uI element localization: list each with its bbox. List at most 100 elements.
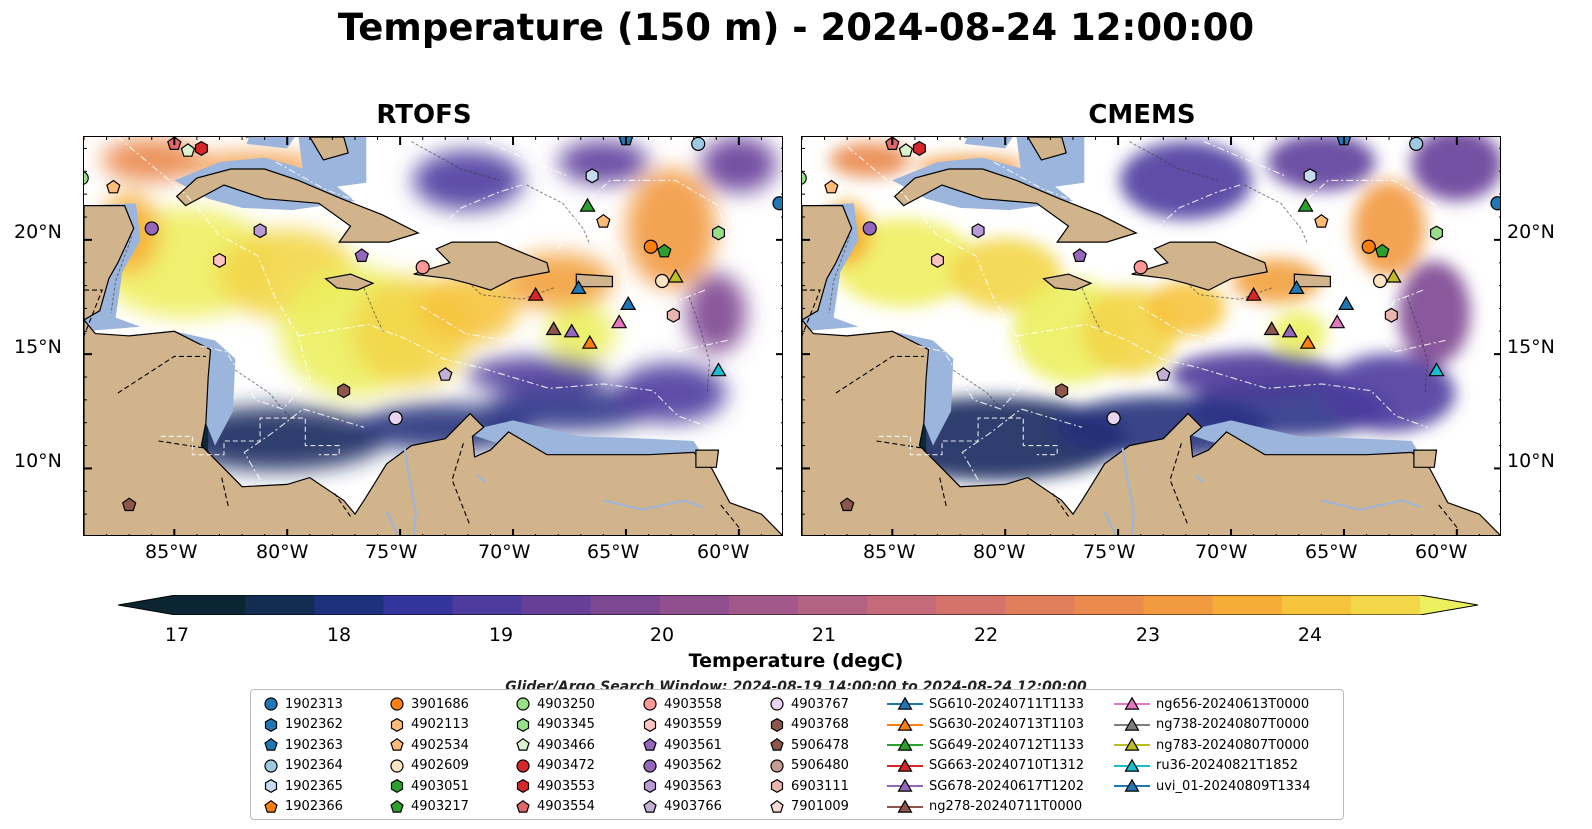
legend-marker-icon[interactable] xyxy=(1124,737,1140,751)
float-marker-4903345[interactable] xyxy=(1429,225,1444,241)
float-marker-4903766[interactable] xyxy=(1156,367,1171,381)
legend-marker-icon[interactable] xyxy=(897,696,913,710)
float-marker-4903558[interactable] xyxy=(1133,260,1148,275)
legend-marker-icon[interactable] xyxy=(643,737,657,751)
float-marker-4903767[interactable] xyxy=(388,411,403,426)
float-marker-4902534[interactable] xyxy=(106,179,121,194)
float-marker-uvi_01[interactable] xyxy=(620,295,637,310)
legend-marker-icon[interactable] xyxy=(516,737,530,751)
float-marker-4902609[interactable] xyxy=(1372,273,1388,289)
float-marker-5906478[interactable] xyxy=(121,497,137,512)
float-marker-4903553[interactable] xyxy=(912,140,926,156)
map-panel-rtofs[interactable] xyxy=(83,136,783,536)
legend-marker-icon[interactable] xyxy=(897,758,913,772)
float-marker-3901686[interactable] xyxy=(643,239,658,254)
legend-marker-icon[interactable] xyxy=(264,799,278,813)
float-marker-4903559[interactable] xyxy=(931,252,944,268)
float-marker-4903561[interactable] xyxy=(1072,248,1087,263)
legend-marker-icon[interactable] xyxy=(516,717,530,732)
legend-marker-icon[interactable] xyxy=(1124,717,1140,731)
legend-marker-icon[interactable] xyxy=(516,799,530,813)
float-marker-uvi_01[interactable] xyxy=(1338,295,1355,310)
legend-marker-icon[interactable] xyxy=(264,758,278,773)
float-marker-6903111[interactable] xyxy=(666,307,680,323)
float-marker-4902534b[interactable] xyxy=(596,213,611,228)
float-marker-4903766[interactable] xyxy=(438,367,453,381)
legend-marker-icon[interactable] xyxy=(516,758,530,773)
float-marker-SG630[interactable] xyxy=(581,334,598,349)
map-panel-cmems[interactable] xyxy=(801,136,1501,536)
legend-marker-icon[interactable] xyxy=(390,799,404,813)
float-marker-SG678[interactable] xyxy=(563,323,580,338)
legend-marker-icon[interactable] xyxy=(897,799,913,813)
float-marker-SG663[interactable] xyxy=(1245,286,1262,301)
float-marker-1902364[interactable] xyxy=(691,137,706,151)
float-marker-ru36[interactable] xyxy=(710,362,727,377)
float-marker-ng278[interactable] xyxy=(545,321,562,336)
legend-marker-icon[interactable] xyxy=(770,799,784,813)
float-marker-4903466[interactable] xyxy=(180,143,196,157)
float-marker-ng783[interactable] xyxy=(667,268,684,283)
float-marker-1902313[interactable] xyxy=(772,196,783,211)
float-marker-1902313[interactable] xyxy=(1490,196,1501,211)
float-marker-4903466[interactable] xyxy=(898,143,914,157)
float-marker-1902365[interactable] xyxy=(585,168,599,184)
float-marker-5906478[interactable] xyxy=(839,497,855,512)
float-marker-SG610[interactable] xyxy=(570,280,587,294)
legend-marker-icon[interactable] xyxy=(390,697,404,711)
float-marker-SG663[interactable] xyxy=(527,286,544,301)
float-marker-ru36[interactable] xyxy=(1428,362,1445,377)
legend-marker-icon[interactable] xyxy=(643,717,657,732)
legend-marker-icon[interactable] xyxy=(643,697,657,711)
float-marker-ng783[interactable] xyxy=(1385,268,1402,283)
legend-marker-icon[interactable] xyxy=(1124,696,1140,710)
legend-marker-icon[interactable] xyxy=(897,778,913,792)
legend-marker-icon[interactable] xyxy=(390,779,404,793)
legend-marker-icon[interactable] xyxy=(390,737,404,751)
float-marker-4902609[interactable] xyxy=(654,273,670,289)
legend-marker-icon[interactable] xyxy=(516,779,530,793)
legend-marker-icon[interactable] xyxy=(1124,758,1140,772)
float-marker-4902534[interactable] xyxy=(824,179,839,194)
legend-marker-icon[interactable] xyxy=(770,737,784,751)
legend-marker-icon[interactable] xyxy=(897,737,913,751)
float-marker-4903553[interactable] xyxy=(194,140,208,156)
legend-marker-icon[interactable] xyxy=(264,737,278,751)
legend-marker-icon[interactable] xyxy=(264,717,278,732)
float-marker-4903217[interactable] xyxy=(1375,243,1390,258)
float-marker-1902365[interactable] xyxy=(1303,168,1317,184)
float-marker-6903111[interactable] xyxy=(1384,307,1398,323)
float-marker-4903562[interactable] xyxy=(862,221,877,236)
legend-marker-icon[interactable] xyxy=(770,697,784,711)
float-marker-4903250[interactable] xyxy=(802,171,807,185)
float-marker-4903558[interactable] xyxy=(415,260,430,275)
float-marker-ng278[interactable] xyxy=(1263,321,1280,336)
legend-marker-icon[interactable] xyxy=(643,758,657,773)
float-marker-SG649[interactable] xyxy=(579,197,596,212)
float-marker-SG610[interactable] xyxy=(1288,280,1305,294)
float-marker-4903563[interactable] xyxy=(253,223,267,239)
float-marker-SG678[interactable] xyxy=(1281,323,1298,338)
float-marker-SG630[interactable] xyxy=(1299,334,1316,349)
legend-marker-icon[interactable] xyxy=(390,758,404,773)
float-marker-4903559[interactable] xyxy=(213,252,226,268)
float-marker-4903250[interactable] xyxy=(84,171,89,185)
legend-marker-icon[interactable] xyxy=(897,717,913,731)
legend-marker-icon[interactable] xyxy=(390,717,404,732)
legend-marker-icon[interactable] xyxy=(770,758,784,773)
float-marker-4903562[interactable] xyxy=(144,221,159,236)
legend-marker-icon[interactable] xyxy=(770,717,784,732)
float-marker-4902534b[interactable] xyxy=(1314,213,1329,228)
float-marker-4903768[interactable] xyxy=(337,383,351,399)
float-marker-4903563[interactable] xyxy=(971,223,985,239)
legend-marker-icon[interactable] xyxy=(264,697,278,711)
legend-marker-icon[interactable] xyxy=(770,779,784,793)
float-marker-4903217[interactable] xyxy=(657,243,672,258)
float-marker-4903345[interactable] xyxy=(711,225,726,241)
float-marker-ng656[interactable] xyxy=(1329,314,1346,329)
float-marker-4903768[interactable] xyxy=(1055,383,1069,399)
float-marker-4903767[interactable] xyxy=(1106,411,1121,426)
float-marker-ng656[interactable] xyxy=(611,314,628,329)
float-marker-4903561[interactable] xyxy=(354,248,369,263)
float-marker-1902364[interactable] xyxy=(1409,137,1424,151)
